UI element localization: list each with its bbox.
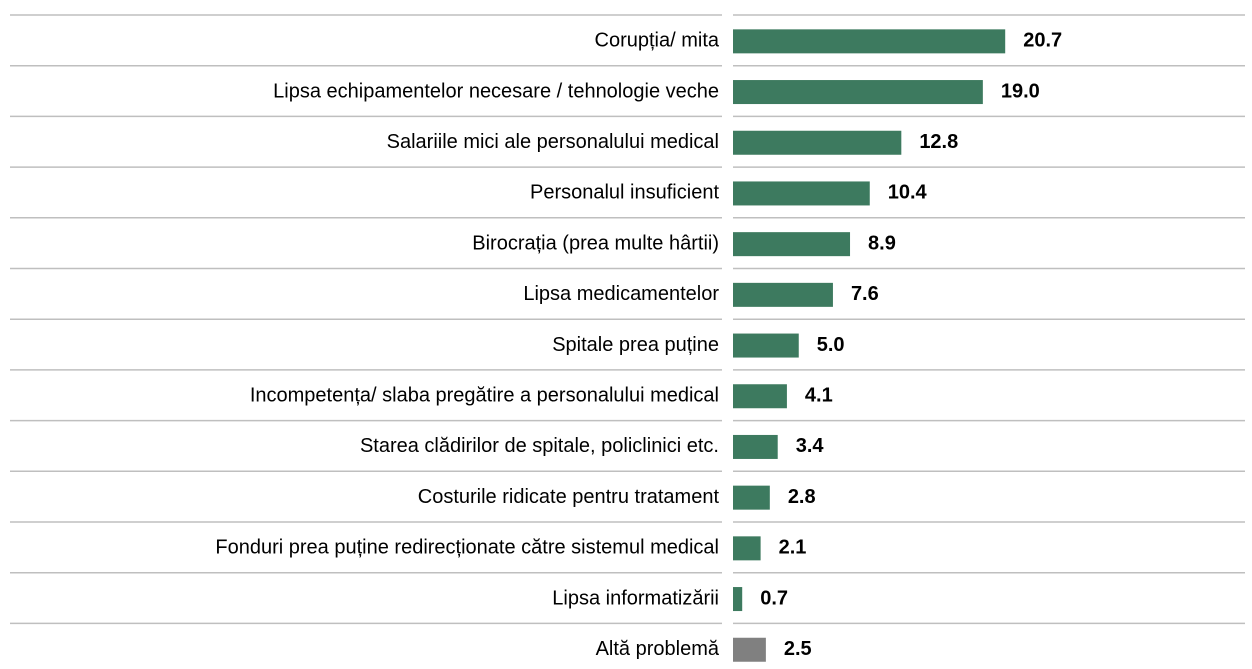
data-label: 0.7 (760, 587, 788, 609)
category-label: Salariile mici ale personalului medical (387, 131, 719, 153)
category-label: Altă problemă (596, 638, 720, 660)
data-label: 19.0 (1001, 80, 1040, 102)
data-label: 2.1 (779, 537, 807, 559)
bar (733, 536, 761, 561)
bar (733, 434, 778, 459)
data-label: 2.8 (788, 486, 816, 508)
bar (733, 282, 833, 307)
bar (733, 29, 1006, 54)
category-label: Lipsa informatizării (552, 587, 719, 609)
category-label: Lipsa echipamentelor necesare / tehnolog… (273, 80, 719, 102)
data-label: 4.1 (805, 385, 833, 407)
data-label: 12.8 (919, 131, 958, 153)
category-label: Spitale prea puține (552, 334, 719, 356)
category-label: Corupția/ mita (595, 30, 720, 52)
category-label: Birocrația (prea multe hârtii) (472, 232, 719, 254)
data-label: 10.4 (888, 182, 928, 204)
bar (733, 587, 743, 612)
category-label: Costurile ridicate pentru tratament (418, 486, 720, 508)
data-label: 8.9 (868, 232, 896, 254)
data-label: 3.4 (796, 435, 825, 457)
bar (733, 637, 766, 662)
bar (733, 130, 902, 155)
bar (733, 232, 851, 257)
data-label: 5.0 (817, 334, 845, 356)
data-label: 20.7 (1023, 30, 1062, 52)
bar (733, 80, 983, 105)
category-label: Lipsa medicamentelor (523, 283, 719, 305)
bar (733, 384, 787, 409)
bar (733, 333, 799, 358)
bar (733, 485, 770, 510)
bar (733, 181, 870, 206)
category-label: Incompetența/ slaba pregătire a personal… (250, 385, 719, 407)
category-label: Starea clădirilor de spitale, policlinic… (360, 435, 719, 457)
data-label: 2.5 (784, 638, 812, 660)
category-label: Personalul insuficient (530, 182, 719, 204)
category-label: Fonduri prea puține redirecționate către… (215, 537, 719, 559)
data-label: 7.6 (851, 283, 879, 305)
